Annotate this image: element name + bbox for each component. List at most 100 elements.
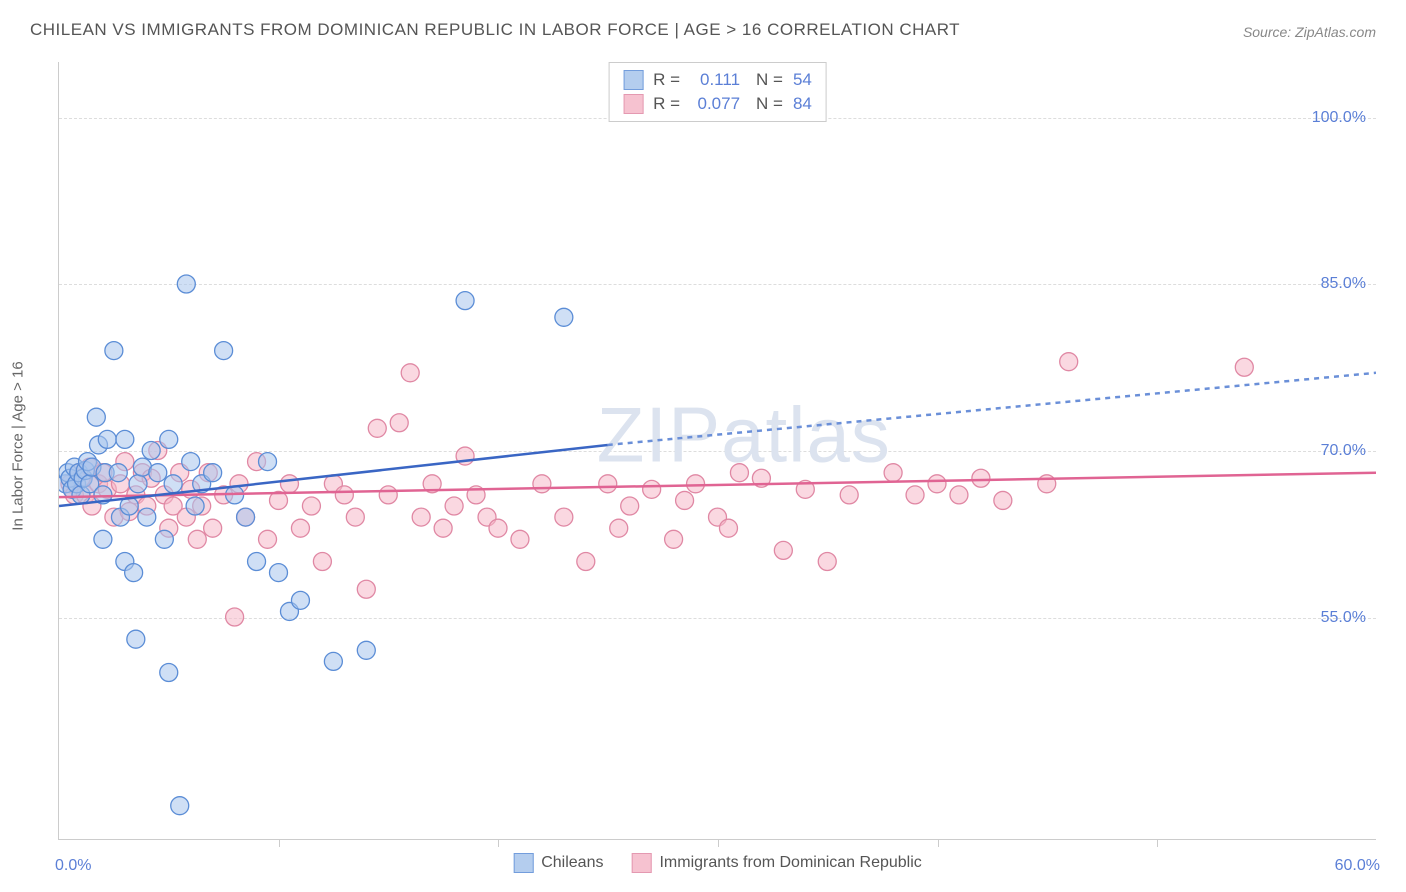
y-axis-label: In Labor Force | Age > 16 — [10, 361, 27, 530]
data-point — [127, 630, 145, 648]
legend-swatch-pink-bottom — [631, 853, 651, 873]
data-point — [379, 486, 397, 504]
data-point — [313, 553, 331, 571]
data-point — [109, 464, 127, 482]
data-point — [149, 464, 167, 482]
x-tick-label-max: 60.0% — [1335, 857, 1380, 875]
trend-line — [608, 373, 1376, 445]
legend-row-blue: R = 0.111 N = 54 — [623, 68, 812, 92]
data-point — [994, 491, 1012, 509]
data-point — [248, 553, 266, 571]
data-point — [98, 430, 116, 448]
x-tick — [718, 839, 719, 847]
data-point — [489, 519, 507, 537]
data-point — [555, 508, 573, 526]
data-point — [818, 553, 836, 571]
x-tick — [498, 839, 499, 847]
data-point — [972, 469, 990, 487]
data-point — [171, 797, 189, 815]
data-point — [138, 508, 156, 526]
r-value-blue: 0.111 — [690, 70, 740, 90]
data-point — [368, 419, 386, 437]
legend-label-blue: Chileans — [541, 854, 603, 872]
data-point — [186, 497, 204, 515]
data-point — [291, 591, 309, 609]
data-point — [1060, 353, 1078, 371]
x-tick-label-min: 0.0% — [55, 857, 91, 875]
r-label-pink: R = — [653, 94, 680, 114]
r-label-blue: R = — [653, 70, 680, 90]
plot-area: ZIPatlas R = 0.111 N = 54 R = 0.077 N = … — [58, 62, 1376, 840]
data-point — [577, 553, 595, 571]
source-label: Source: ZipAtlas.com — [1243, 24, 1376, 40]
data-point — [346, 508, 364, 526]
data-point — [687, 475, 705, 493]
x-tick — [938, 839, 939, 847]
data-point — [610, 519, 628, 537]
legend-swatch-blue-bottom — [513, 853, 533, 873]
data-point — [511, 530, 529, 548]
data-point — [94, 530, 112, 548]
scatter-svg — [59, 62, 1376, 839]
data-point — [259, 453, 277, 471]
data-point — [774, 541, 792, 559]
data-point — [164, 475, 182, 493]
chart-title: CHILEAN VS IMMIGRANTS FROM DOMINICAN REP… — [30, 20, 960, 40]
data-point — [533, 475, 551, 493]
data-point — [215, 342, 233, 360]
data-point — [160, 664, 178, 682]
legend-correlation-box: R = 0.111 N = 54 R = 0.077 N = 84 — [608, 62, 827, 122]
data-point — [129, 475, 147, 493]
data-point — [412, 508, 430, 526]
data-point — [270, 564, 288, 582]
data-point — [840, 486, 858, 504]
data-point — [142, 442, 160, 460]
x-tick — [279, 839, 280, 847]
data-point — [87, 408, 105, 426]
n-label-blue: N = — [756, 70, 783, 90]
data-point — [177, 275, 195, 293]
data-point — [160, 430, 178, 448]
n-value-pink: 84 — [793, 94, 812, 114]
data-point — [906, 486, 924, 504]
data-point — [259, 530, 277, 548]
data-point — [357, 641, 375, 659]
data-point — [204, 464, 222, 482]
legend-label-pink: Immigrants from Dominican Republic — [659, 854, 921, 872]
data-point — [621, 497, 639, 515]
data-point — [928, 475, 946, 493]
data-point — [324, 652, 342, 670]
x-tick — [1157, 839, 1158, 847]
data-point — [182, 453, 200, 471]
data-point — [884, 464, 902, 482]
data-point — [116, 430, 134, 448]
data-point — [445, 497, 463, 515]
data-point — [1235, 358, 1253, 376]
data-point — [204, 519, 222, 537]
legend-bottom-blue: Chileans — [513, 853, 603, 873]
data-point — [643, 480, 661, 498]
legend-swatch-blue — [623, 70, 643, 90]
data-point — [302, 497, 320, 515]
data-point — [390, 414, 408, 432]
data-point — [280, 475, 298, 493]
data-point — [950, 486, 968, 504]
n-value-blue: 54 — [793, 70, 812, 90]
data-point — [730, 464, 748, 482]
data-point — [401, 364, 419, 382]
legend-bottom: Chileans Immigrants from Dominican Repub… — [513, 853, 922, 873]
data-point — [105, 342, 123, 360]
data-point — [357, 580, 375, 598]
data-point — [676, 491, 694, 509]
data-point — [456, 292, 474, 310]
data-point — [125, 564, 143, 582]
data-point — [719, 519, 737, 537]
data-point — [599, 475, 617, 493]
data-point — [188, 530, 206, 548]
data-point — [434, 519, 452, 537]
n-label-pink: N = — [756, 94, 783, 114]
data-point — [155, 530, 173, 548]
r-value-pink: 0.077 — [690, 94, 740, 114]
data-point — [226, 608, 244, 626]
data-point — [665, 530, 683, 548]
